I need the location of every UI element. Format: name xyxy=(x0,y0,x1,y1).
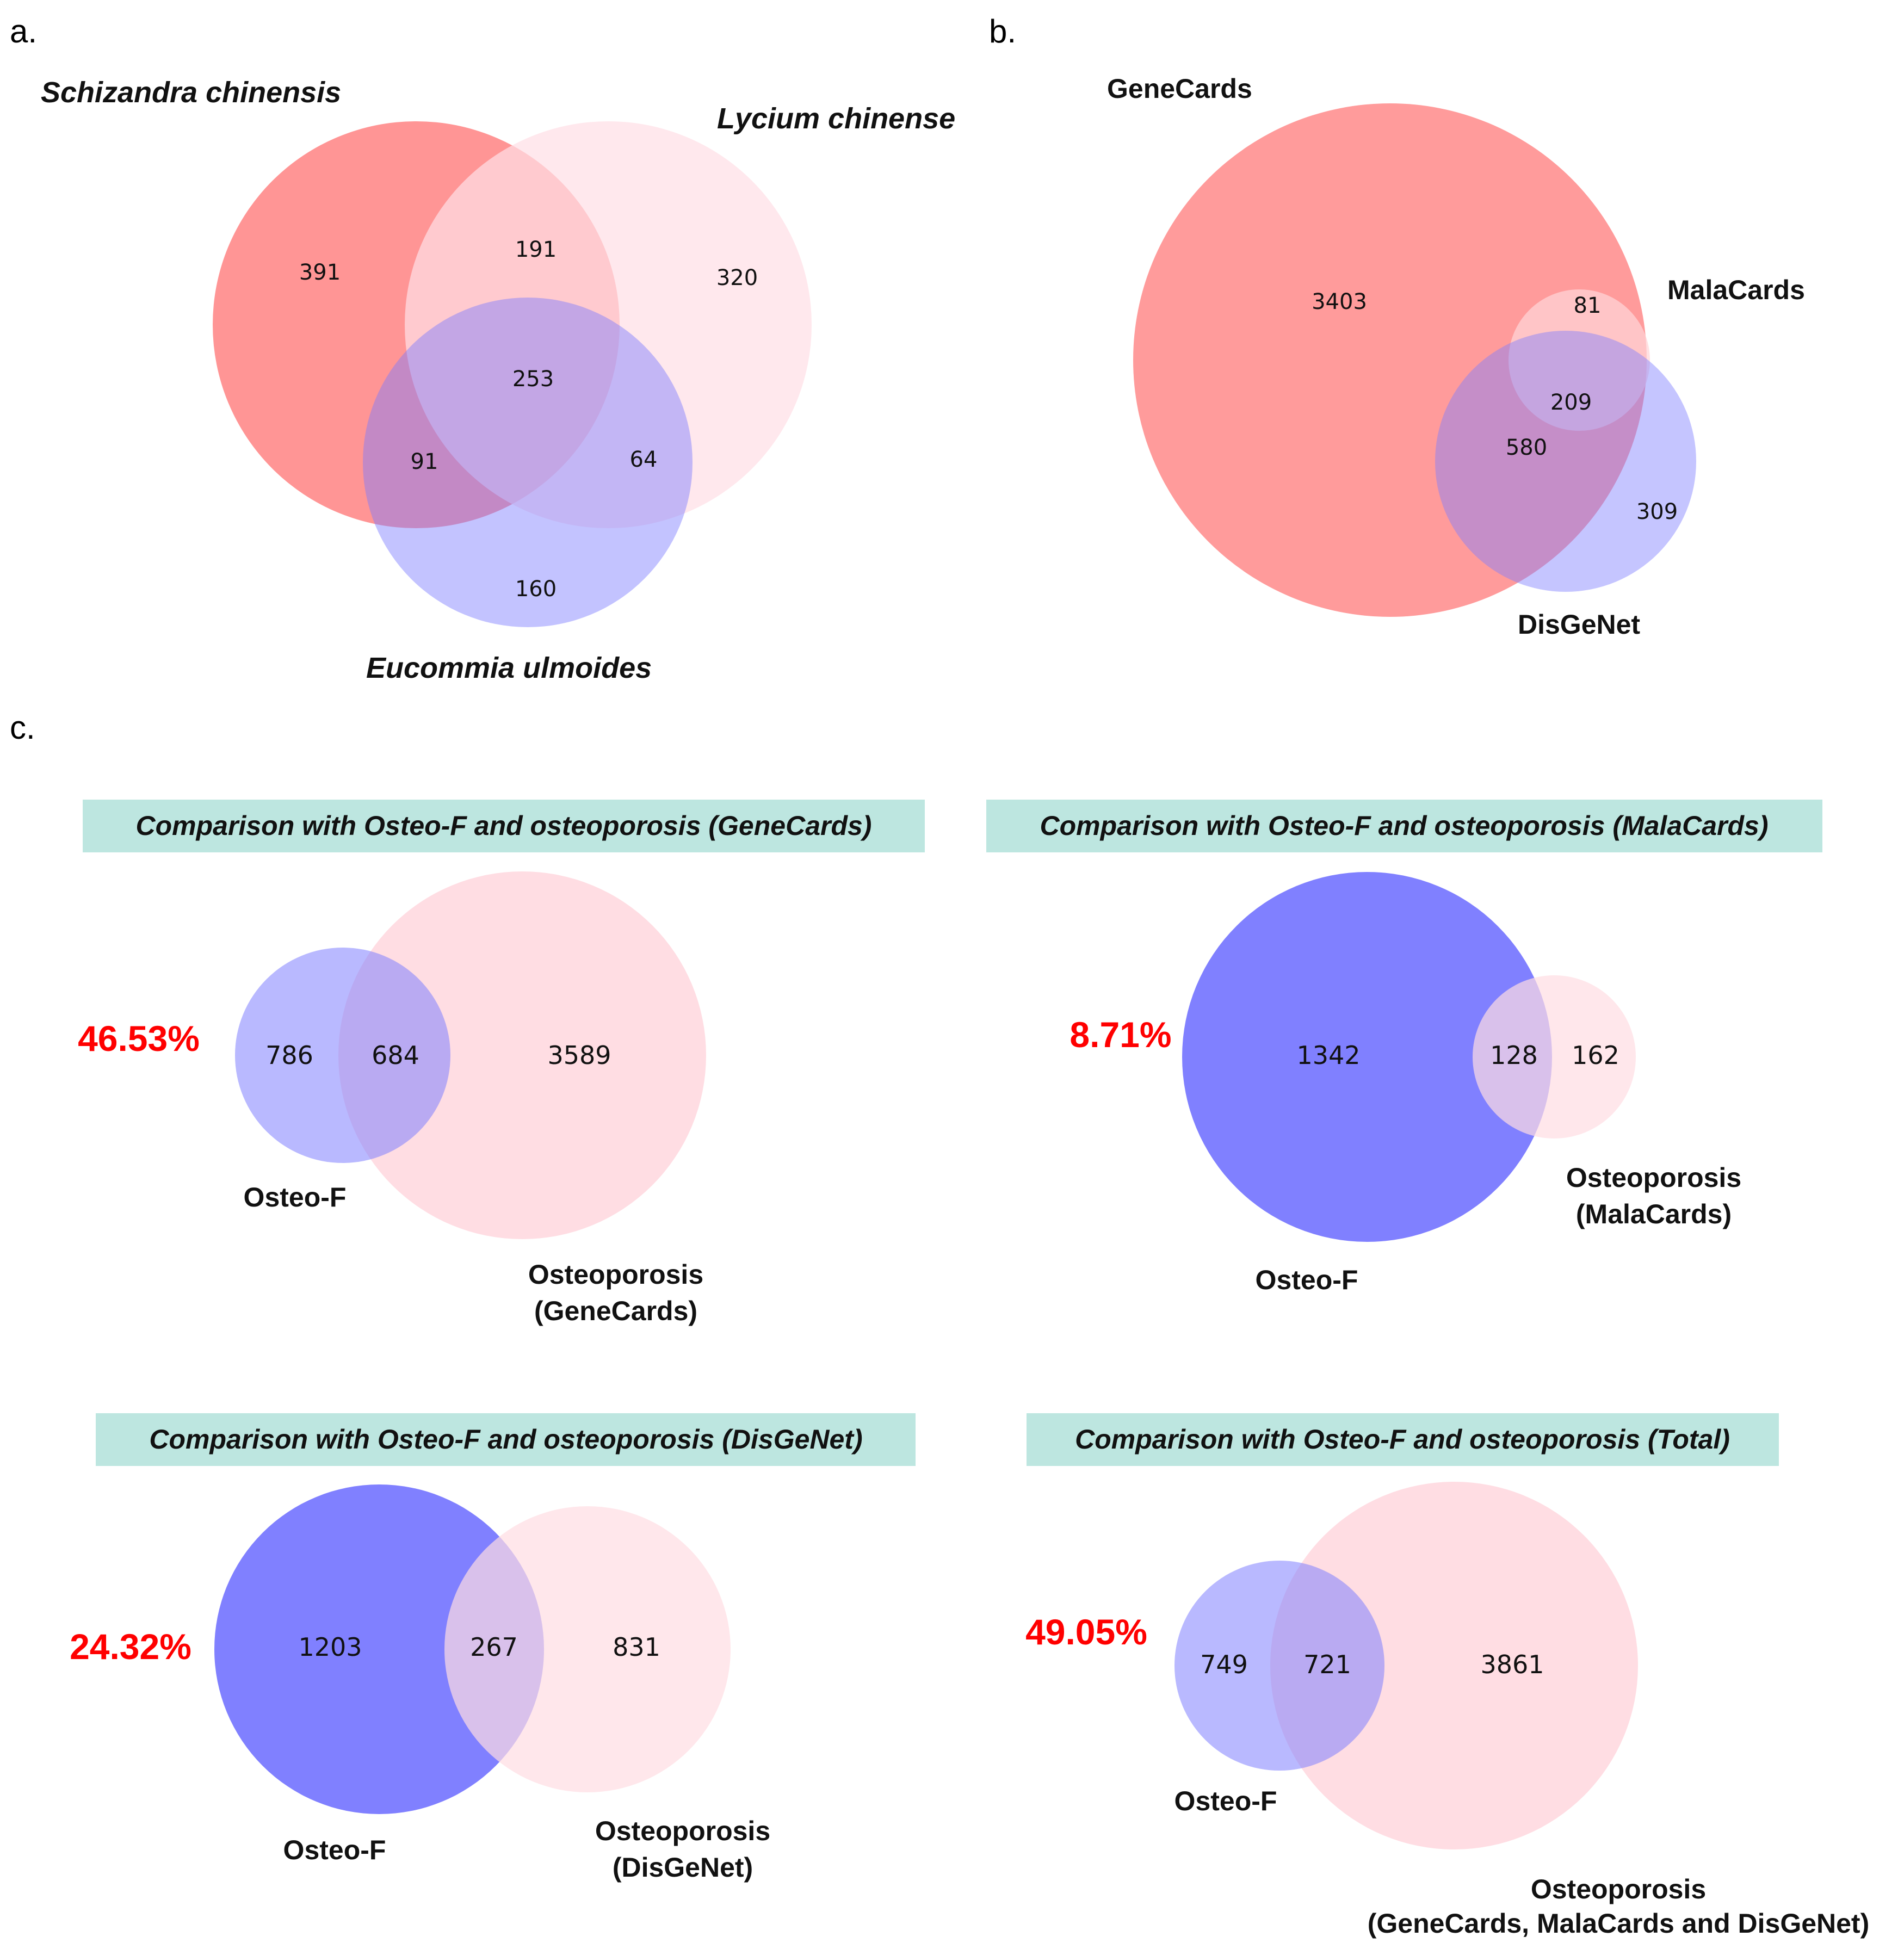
count-genecards-only: 3403 xyxy=(1312,289,1367,314)
panel-c-genecards: Comparison with Osteo-F and osteoporosis… xyxy=(78,800,925,1326)
osteo-f-circle-genecards xyxy=(235,948,450,1163)
panel-c-total: Comparison with Osteo-F and osteoporosis… xyxy=(1025,1413,1869,1939)
count-eucommia-only: 160 xyxy=(515,577,557,602)
count-genecards-malacards-disgenet: 209 xyxy=(1550,390,1592,415)
osteoporosis-total-circle xyxy=(1270,1482,1638,1849)
disgenet-osteoporosis-only: 831 xyxy=(613,1632,660,1662)
disgenet-osteo-f-only: 1203 xyxy=(298,1632,362,1662)
schizandra-label: Schizandra chinensis xyxy=(41,76,341,109)
disgenet-banner xyxy=(96,1413,916,1466)
total-osteo-f-label: Osteo-F xyxy=(1174,1786,1277,1816)
genecards-osteoporosis-label-2: (GeneCards) xyxy=(534,1296,697,1326)
malacards-percent: 8.71% xyxy=(1070,1014,1171,1055)
malacards-banner-title: Comparison with Osteo-F and osteoporosis… xyxy=(1040,810,1768,841)
disgenet-overlap: 267 xyxy=(470,1632,518,1662)
lycium-circle xyxy=(405,121,812,528)
genecards-osteo-f-only: 786 xyxy=(265,1041,313,1070)
genecards-overlap: 684 xyxy=(372,1041,419,1070)
malacards-osteo-f-only: 1342 xyxy=(1296,1041,1360,1070)
panel-a: a. Schizandra chinensis Lycium chinense … xyxy=(10,13,955,684)
genecards-percent: 46.53% xyxy=(78,1018,200,1059)
disgenet-osteo-f-label: Osteo-F xyxy=(283,1835,386,1865)
genecards-osteo-f-label: Osteo-F xyxy=(244,1182,347,1212)
lycium-label: Lycium chinense xyxy=(717,102,955,135)
panel-c-letter: c. xyxy=(10,709,35,746)
disgenet-percent: 24.32% xyxy=(70,1626,191,1667)
osteoporosis-genecards-circle xyxy=(338,871,706,1239)
malacards-circle xyxy=(1509,289,1650,431)
count-genecards-disgenet: 580 xyxy=(1506,435,1547,460)
panel-a-letter: a. xyxy=(10,13,37,50)
count-lycium-only: 320 xyxy=(716,265,758,290)
count-all-three: 253 xyxy=(512,367,554,392)
malacards-osteoporosis-label-1: Osteoporosis xyxy=(1566,1162,1741,1193)
osteo-f-circle-total xyxy=(1174,1561,1384,1771)
eucommia-label: Eucommia ulmoides xyxy=(366,652,652,684)
osteo-f-circle-disgenet xyxy=(214,1484,544,1814)
total-osteoporosis-label-1: Osteoporosis xyxy=(1531,1874,1706,1904)
genecards-label: GeneCards xyxy=(1107,73,1252,104)
total-osteoporosis-only: 3861 xyxy=(1480,1650,1544,1679)
count-disgenet-only: 309 xyxy=(1636,499,1678,524)
panel-b-letter: b. xyxy=(989,13,1016,50)
disgenet-osteoporosis-label-1: Osteoporosis xyxy=(595,1816,770,1846)
osteoporosis-disgenet-circle xyxy=(444,1506,731,1792)
total-banner xyxy=(1027,1413,1779,1466)
disgenet-label: DisGeNet xyxy=(1518,609,1640,640)
osteoporosis-malacards-circle xyxy=(1473,975,1636,1139)
disgenet-osteoporosis-label-2: (DisGeNet) xyxy=(613,1852,753,1883)
total-overlap: 721 xyxy=(1303,1650,1351,1679)
genecards-osteoporosis-only: 3589 xyxy=(547,1041,611,1070)
count-schizandra-only: 391 xyxy=(299,260,341,285)
total-osteo-f-only: 749 xyxy=(1200,1650,1248,1679)
malacards-banner xyxy=(986,800,1822,852)
genecards-banner-title: Comparison with Osteo-F and osteoporosis… xyxy=(136,810,872,841)
malacards-osteo-f-label: Osteo-F xyxy=(1256,1265,1358,1295)
eucommia-circle xyxy=(363,298,693,627)
count-schizandra-eucommia: 91 xyxy=(411,449,438,474)
malacards-label: MalaCards xyxy=(1667,275,1805,305)
panel-c-malacards: Comparison with Osteo-F and osteoporosis… xyxy=(986,800,1822,1295)
total-percent: 49.05% xyxy=(1025,1612,1147,1652)
panel-b: b. GeneCards MalaCards DisGeNet 3403 81 … xyxy=(989,13,1805,640)
malacards-osteoporosis-label-2: (MalaCards) xyxy=(1576,1199,1732,1229)
count-schizandra-lycium: 191 xyxy=(515,237,557,262)
total-banner-title: Comparison with Osteo-F and osteoporosis… xyxy=(1075,1424,1730,1455)
disgenet-circle xyxy=(1435,331,1696,592)
genecards-banner xyxy=(83,800,925,852)
count-malacards-only: 81 xyxy=(1574,293,1602,318)
panel-c-disgenet: Comparison with Osteo-F and osteoporosis… xyxy=(70,1413,916,1883)
genecards-circle xyxy=(1133,103,1647,617)
malacards-overlap: 128 xyxy=(1490,1041,1538,1070)
malacards-osteoporosis-only: 162 xyxy=(1572,1041,1619,1070)
count-lycium-eucommia: 64 xyxy=(630,447,658,472)
osteo-f-circle-malacards xyxy=(1182,872,1552,1242)
disgenet-banner-title: Comparison with Osteo-F and osteoporosis… xyxy=(149,1424,862,1455)
genecards-osteoporosis-label-1: Osteoporosis xyxy=(528,1259,703,1290)
total-osteoporosis-label-2: (GeneCards, MalaCards and DisGeNet) xyxy=(1368,1908,1870,1939)
